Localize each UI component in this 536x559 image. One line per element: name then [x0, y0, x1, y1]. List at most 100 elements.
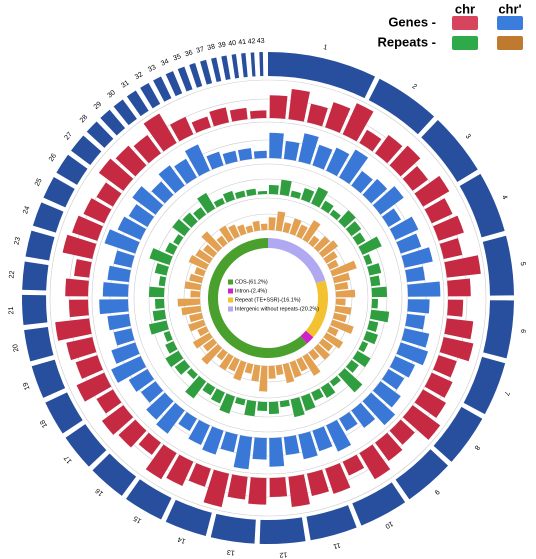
density-bar: [339, 149, 369, 185]
density-bar: [325, 463, 351, 494]
density-bar: [182, 212, 198, 228]
legend-swatch: [452, 16, 478, 30]
track-ring: [87, 117, 449, 479]
density-bar: [76, 372, 112, 402]
chromosome-label: 11: [332, 541, 341, 550]
density-bar: [128, 369, 155, 392]
density-bar: [320, 382, 336, 398]
chromosome: [100, 109, 126, 136]
chromosome-label: 14: [177, 535, 187, 544]
chromosome-label: 5: [519, 261, 526, 266]
density-bar: [288, 474, 310, 508]
chromosome-label: 42: [248, 38, 256, 45]
density-bar: [197, 192, 216, 214]
legend-column: chr': [498, 1, 521, 16]
density-bar: [234, 190, 246, 199]
chromosome-label: 39: [218, 41, 227, 49]
density-bar: [165, 341, 178, 354]
density-bar: [165, 350, 184, 368]
density-bar: [298, 133, 319, 165]
density-bar: [117, 216, 147, 240]
chromosome: [259, 517, 306, 544]
density-bar: [389, 356, 416, 378]
density-bar: [327, 326, 339, 337]
density-bar: [216, 235, 228, 248]
density-bar: [444, 255, 481, 278]
chromosome: [352, 482, 406, 526]
density-bar: [118, 419, 147, 448]
density-bar: [244, 362, 254, 374]
legend-swatch: [497, 36, 523, 50]
chromosome: [250, 52, 256, 77]
density-bar: [115, 145, 147, 177]
density-bar: [359, 444, 391, 480]
chromosome-label: 28: [79, 114, 90, 125]
density-bar: [210, 388, 225, 404]
density-bar: [228, 357, 240, 372]
pie-legend-label: CDS-(61.2%): [235, 279, 268, 285]
density-bar: [338, 368, 363, 393]
chromosome-label: 29: [93, 101, 104, 111]
density-bar: [335, 298, 346, 306]
density-bar: [237, 148, 253, 161]
density-bar: [174, 359, 191, 375]
density-bar: [98, 158, 134, 191]
density-bar: [339, 411, 358, 432]
chromosome: [86, 121, 114, 148]
density-bar: [282, 362, 295, 384]
chromosome-label: 33: [147, 64, 157, 74]
density-bar: [289, 218, 302, 236]
density-bar: [219, 393, 236, 414]
density-bar: [371, 286, 387, 298]
density-bar: [173, 234, 184, 246]
chromosome: [368, 78, 435, 135]
chromosome: [189, 63, 203, 88]
density-bar: [213, 197, 225, 208]
chromosome: [65, 424, 107, 467]
chromosome: [459, 173, 505, 238]
density-bar: [296, 357, 308, 372]
density-bar: [375, 134, 403, 164]
density-bar: [83, 198, 112, 224]
density-bar: [189, 273, 204, 284]
legend-label: Repeats -: [377, 34, 436, 49]
density-bar: [447, 278, 471, 297]
density-bar: [222, 190, 236, 203]
density-bar: [352, 232, 366, 246]
chromosome: [25, 230, 55, 261]
pie-legend-swatch: [228, 288, 233, 294]
chromosome: [31, 359, 66, 398]
density-bar: [181, 305, 202, 316]
density-bar: [253, 150, 267, 159]
track-ring: [133, 163, 403, 433]
density-bar: [405, 313, 425, 330]
density-bar: [143, 113, 177, 152]
density-bar: [156, 402, 185, 434]
density-bar: [283, 435, 300, 455]
density-bar: [325, 102, 351, 133]
pie-slice: [268, 238, 326, 284]
density-bar: [185, 375, 207, 399]
density-bar: [402, 405, 441, 440]
density-bar: [202, 382, 216, 396]
pie-slice: [207, 238, 307, 358]
pie-legend-swatch: [228, 279, 233, 285]
chromosome-label: 38: [207, 43, 216, 52]
density-bar: [313, 236, 330, 253]
chromosome: [21, 294, 48, 325]
density-bar: [372, 186, 404, 215]
density-bar: [414, 175, 450, 207]
legend-swatch: [497, 16, 523, 30]
chromosome: [395, 449, 449, 500]
density-bar: [302, 220, 321, 243]
track-ring: [127, 157, 409, 439]
density-bar: [251, 364, 261, 382]
density-bar: [424, 198, 453, 224]
density-bar: [332, 272, 351, 284]
density-bar: [151, 181, 174, 204]
density-bar: [69, 299, 89, 318]
density-bar: [188, 255, 209, 270]
pie-legend-label: Intergenic without repeats-(20.2%): [235, 306, 319, 312]
density-bar: [269, 132, 284, 159]
density-bar: [327, 259, 339, 270]
